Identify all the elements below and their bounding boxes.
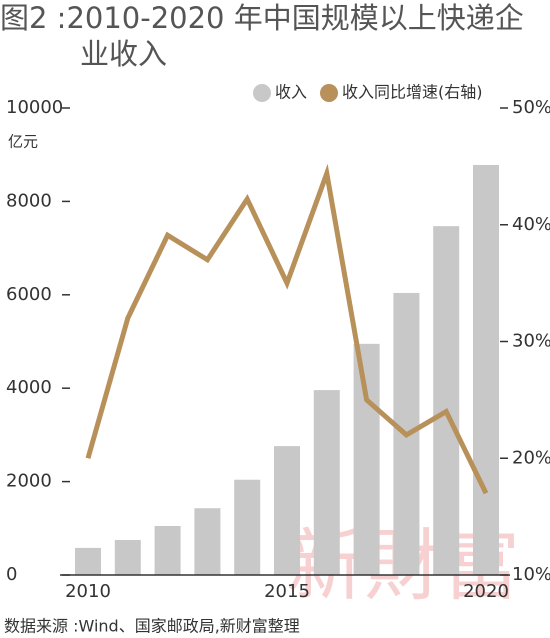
bar: [114, 539, 141, 575]
bar: [473, 164, 499, 575]
x-tick-label: 2020: [463, 581, 509, 602]
bar: [75, 547, 101, 575]
legend-label: 收入同比增速(右轴): [342, 83, 483, 102]
y2-tick-label: 20%: [512, 447, 550, 468]
x-tick-label: 2015: [264, 581, 310, 602]
y-tick-label: 10000: [6, 97, 63, 118]
y-tick-label: 8000: [6, 190, 52, 211]
y2-tick-label: 10%: [512, 564, 550, 585]
y-tick-label: 2000: [6, 471, 52, 492]
legend-swatch: [253, 84, 271, 102]
bar: [433, 226, 460, 575]
bar: [353, 343, 380, 575]
line: [85, 163, 489, 495]
legend-label: 收入: [275, 83, 307, 102]
bar: [313, 390, 340, 575]
y-tick-label: 0: [6, 564, 17, 585]
y-tick-label: 4000: [6, 377, 52, 398]
legend-swatch: [320, 84, 339, 102]
bar: [234, 479, 261, 575]
x-tick-label: 2010: [65, 581, 111, 602]
bar: [194, 508, 221, 575]
y-tick-label: 6000: [6, 284, 52, 305]
y2-tick-label: 50%: [512, 97, 550, 118]
y2-tick-label: 30%: [512, 331, 550, 352]
bar: [274, 446, 300, 575]
bar: [154, 525, 181, 575]
y-unit: 亿元: [8, 133, 38, 151]
source: 数据来源 :Wind、国家邮政局,新财富整理: [4, 617, 300, 636]
chart-title: 图2 :2010-2020 年中国规模以上快递企业收入: [0, 1, 524, 71]
y2-tick-label: 40%: [512, 214, 550, 235]
